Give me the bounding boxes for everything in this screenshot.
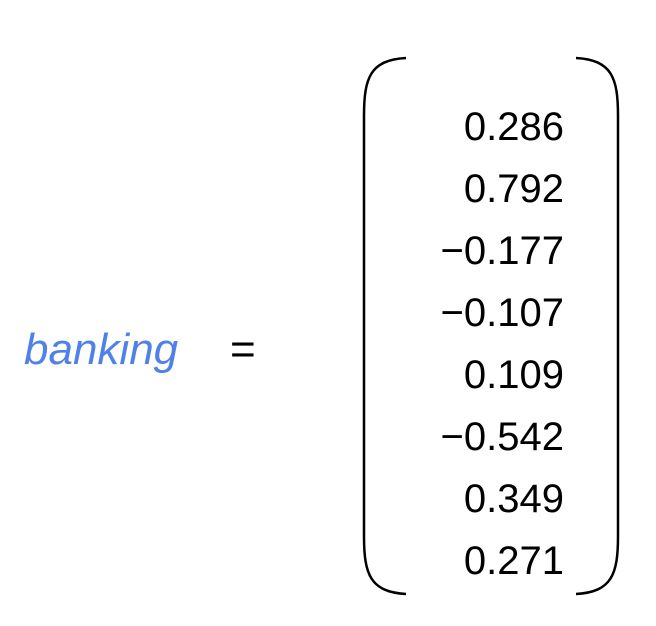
right-parenthesis: [575, 56, 620, 596]
vector-entry: 0.286: [463, 105, 564, 149]
left-parenthesis: [362, 56, 407, 596]
vector-entry: −0.177: [440, 229, 564, 273]
vector-entry: 0.792: [463, 167, 564, 211]
vector-entry: 0.349: [463, 477, 564, 521]
vector-entry: −0.542: [440, 415, 564, 459]
vector-entry: 0.271: [463, 539, 564, 583]
variable-name: banking: [24, 325, 179, 374]
column-vector: 0.286 0.792 −0.177 −0.107 0.109 −0.542 0.349 0.…: [360, 56, 622, 596]
vector-entry: 0.109: [463, 353, 564, 397]
vector-entry: −0.107: [440, 291, 564, 335]
equals-sign: =: [230, 325, 256, 374]
vector-entries: 0.286 0.792 −0.177 −0.107 0.109 −0.542 0.349 0.…: [394, 96, 564, 592]
